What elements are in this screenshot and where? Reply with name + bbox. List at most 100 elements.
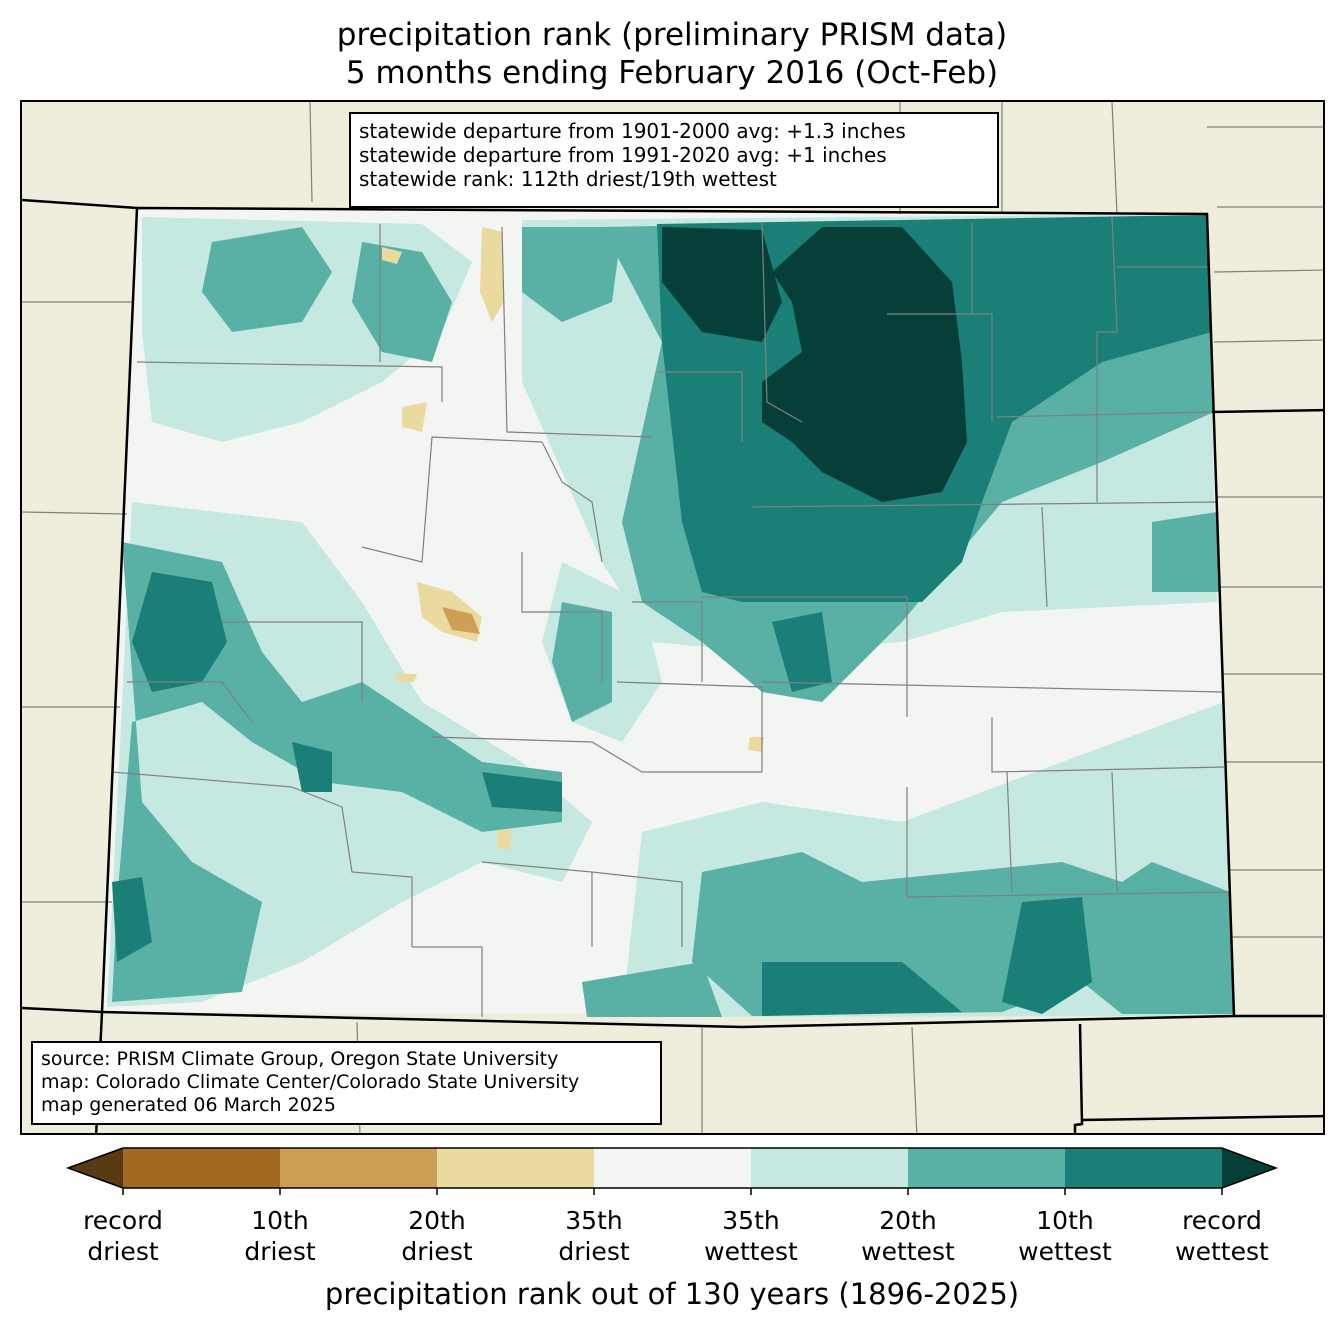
colorbar — [65, 1147, 1279, 1195]
county-line — [761, 681, 1223, 693]
county-line — [127, 681, 253, 723]
county-line — [291, 786, 413, 947]
map-title-line1: precipitation rank (preliminary PRISM da… — [336, 17, 1008, 53]
dry35-blob-1 — [382, 247, 402, 264]
wet10-central-east — [772, 612, 832, 692]
colorbar-segment — [751, 1148, 909, 1188]
tick-label-line2: driest — [558, 1237, 630, 1266]
county-line — [1096, 216, 1118, 502]
wet20-nw-1 — [202, 227, 332, 332]
county-line — [632, 601, 703, 682]
outside-line — [1111, 102, 1118, 215]
dry35-blob-2 — [402, 402, 427, 432]
county-line — [431, 736, 762, 773]
tick-label-line2: wettest — [704, 1237, 798, 1266]
tick-label-line1: 20th — [408, 1206, 466, 1235]
tick-label-line2: driest — [87, 1237, 159, 1266]
county-line — [412, 946, 483, 1017]
county-line — [136, 361, 443, 402]
colorbar-segment — [437, 1148, 595, 1188]
colorbar-segment — [280, 1148, 438, 1188]
county-lines — [111, 216, 1231, 1017]
wet10-sw-blob — [292, 742, 332, 792]
tick-label-line1: 10th — [251, 1206, 309, 1235]
colorbar-segment — [123, 1148, 281, 1188]
ne-border — [1211, 408, 1323, 414]
wet20-west — [112, 542, 562, 1002]
map-credit-line: map: Colorado Climate Center/Colorado St… — [41, 1071, 580, 1093]
colorbar-tick-label: 35th wettest — [671, 1205, 831, 1267]
outside-county-lines — [22, 102, 1323, 1133]
county-line — [991, 717, 1225, 773]
wet10-southeast-1 — [762, 962, 962, 1016]
record-wet-regions — [662, 227, 967, 502]
county-line — [657, 371, 743, 442]
county-line — [521, 552, 603, 682]
county-line — [1111, 771, 1118, 893]
stats-rank: statewide rank: 112th driest/19th wettes… — [359, 167, 777, 191]
ok-border — [1073, 1023, 1084, 1133]
tick-label-line1: 35th — [565, 1206, 623, 1235]
outside-line — [911, 1026, 918, 1133]
colorado-border — [100, 206, 1236, 1029]
outside-line — [1213, 339, 1323, 343]
wet20-central — [552, 602, 612, 722]
county-line — [761, 221, 803, 423]
colorbar-tick-label: 10th driest — [200, 1205, 360, 1267]
wet20-south — [582, 962, 722, 1017]
colorbar-tick-label: 35th driest — [514, 1205, 674, 1267]
county-line — [616, 681, 763, 772]
colorbar-tick-label: 10th wettest — [985, 1205, 1145, 1267]
county-line — [1006, 771, 1013, 893]
tick-label-line2: driest — [244, 1237, 316, 1266]
tick-label-line1: 10th — [1036, 1206, 1094, 1235]
wet10-south-central — [482, 772, 562, 812]
wy-ut-border — [22, 198, 138, 210]
county-line — [702, 596, 908, 717]
colorbar-tick-label: record driest — [43, 1205, 203, 1267]
ok-tx-border — [1081, 1114, 1323, 1122]
tick-label-line1: 20th — [879, 1206, 937, 1235]
source-line: source: PRISM Climate Group, Oregon Stat… — [41, 1048, 559, 1070]
stats-departure-1901: statewide departure from 1901-2000 avg: … — [359, 119, 906, 143]
generated-date-line: map generated 06 March 2025 — [41, 1094, 336, 1116]
tick-label-line1: record — [1182, 1206, 1262, 1235]
county-line — [361, 436, 543, 563]
colorbar-label: precipitation rank out of 130 years (189… — [324, 1277, 1020, 1311]
county-line — [751, 501, 1218, 508]
dry35-north — [480, 227, 504, 322]
tick-label-line1: 35th — [722, 1206, 780, 1235]
nm-az-border — [22, 1006, 103, 1014]
colorbar-tick-label: 20th wettest — [828, 1205, 988, 1267]
county-line — [591, 871, 683, 947]
county-line — [501, 226, 653, 438]
outside-line — [1213, 269, 1323, 273]
colorbar-tick-label: 20th driest — [357, 1205, 517, 1267]
colorbar-segment — [908, 1148, 1066, 1188]
county-line — [541, 441, 603, 563]
record-wet-north — [662, 227, 782, 342]
outside-line — [309, 102, 313, 203]
tick-label-line2: wettest — [861, 1237, 955, 1266]
record-wet-northeast — [762, 227, 967, 502]
colorbar-extend-high — [1222, 1148, 1276, 1188]
dry20-central — [442, 607, 480, 634]
wet20-east-blob — [1152, 512, 1220, 592]
wet10-southwest-edge — [112, 877, 152, 962]
colorbar-segment — [1065, 1148, 1223, 1188]
dry35-blob-4 — [497, 830, 512, 850]
colorbar-extend-low — [68, 1148, 123, 1188]
source-box: source: PRISM Climate Group, Oregon Stat… — [31, 1041, 662, 1125]
wet10-southeast-2 — [1002, 897, 1092, 1014]
county-line — [111, 771, 293, 788]
tick-label-line2: wettest — [1175, 1237, 1269, 1266]
wet10-west-blob — [132, 572, 227, 692]
county-line — [222, 621, 363, 702]
colorbar-segment — [594, 1148, 752, 1188]
colorbar-tick-label: record wettest — [1142, 1205, 1302, 1267]
statewide-stats-box: statewide departure from 1901-2000 avg: … — [349, 112, 999, 208]
map-title-line2: 5 months ending February 2016 (Oct-Feb) — [345, 55, 999, 91]
tick-label-line1: record — [83, 1206, 163, 1235]
dry-regions — [382, 227, 764, 850]
stats-departure-1991: statewide departure from 1991-2020 avg: … — [359, 143, 887, 167]
